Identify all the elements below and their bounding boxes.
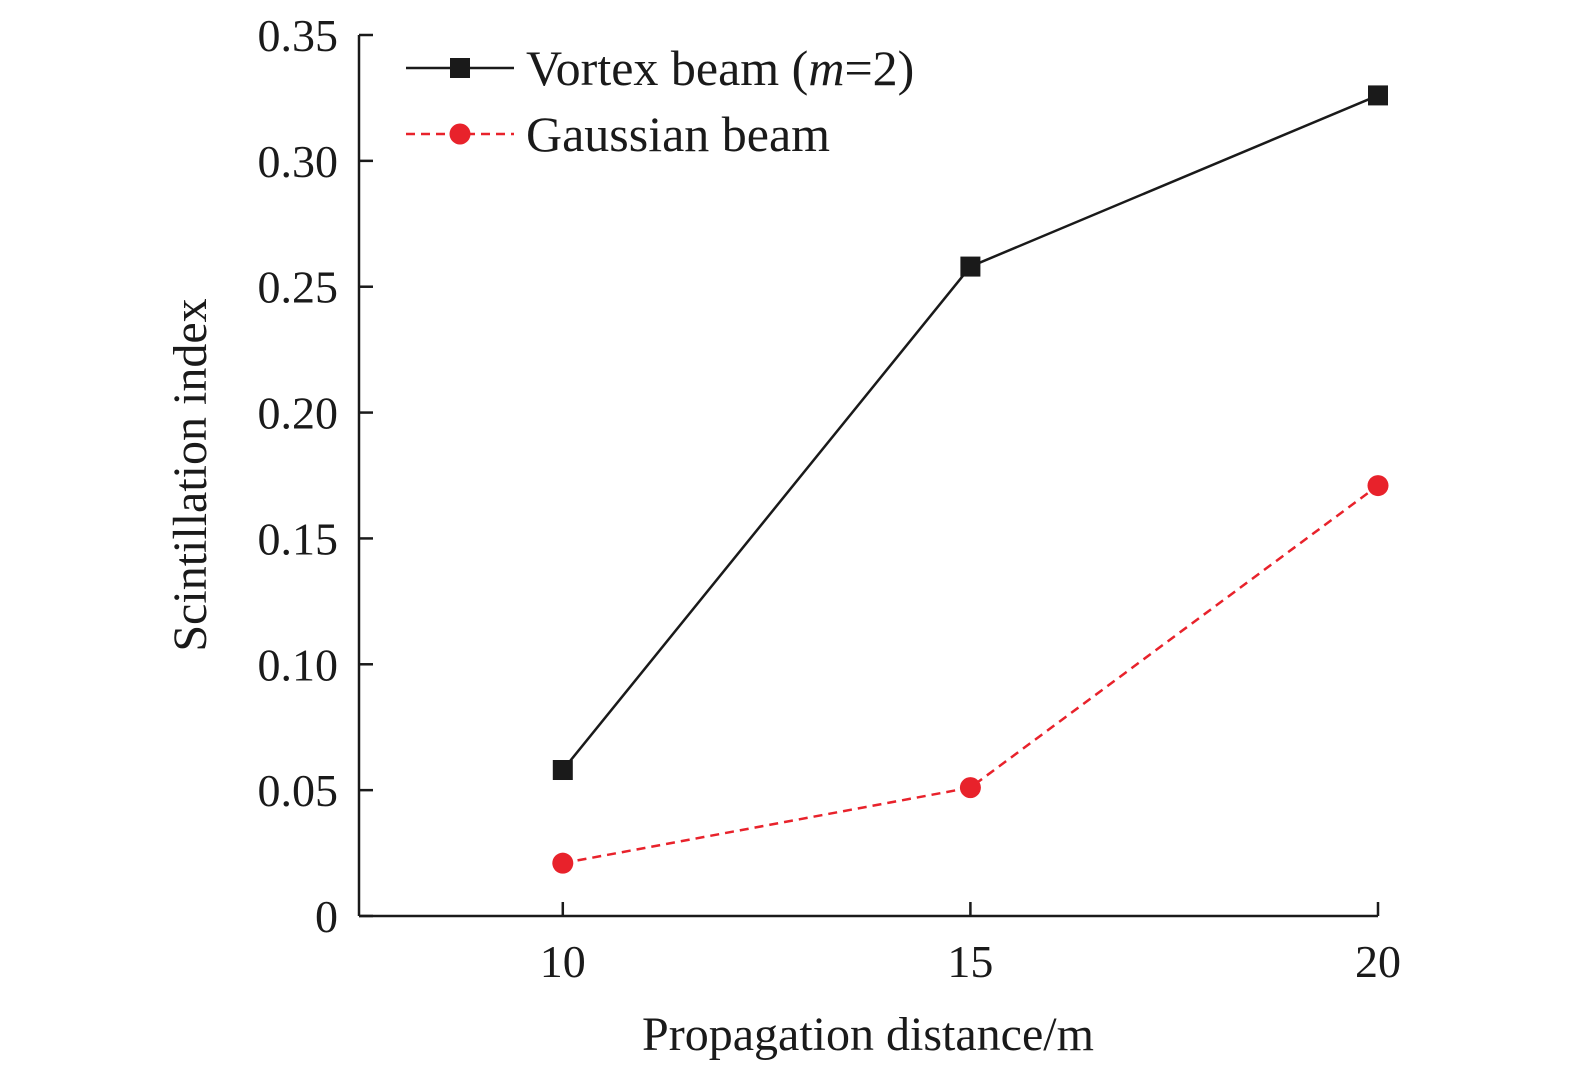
data-point-circle [959, 777, 981, 799]
data-point-circle [552, 852, 574, 874]
legend: Vortex beam (m=2)Gaussian beam [406, 40, 914, 162]
legend-label-italic: m [808, 40, 844, 96]
legend-marker-circle [449, 123, 471, 145]
y-tick-label: 0.35 [258, 10, 339, 61]
y-tick-label: 0.25 [258, 262, 339, 313]
y-tick-label: 0.05 [258, 765, 339, 816]
x-axis-label: Propagation distance/m [642, 1008, 1094, 1061]
data-point-square [960, 256, 981, 277]
legend-label-prefix: Vortex beam ( [526, 40, 808, 96]
x-tick-label: 15 [947, 936, 993, 987]
y-tick-label: 0.30 [258, 136, 339, 187]
series-group [552, 85, 1389, 874]
y-tick-label: 0 [315, 891, 338, 942]
y-tick-label: 0.15 [258, 513, 339, 564]
legend-label-0: Vortex beam (m=2) [526, 40, 914, 96]
x-tick-label: 20 [1355, 936, 1401, 987]
y-tick-label: 0.10 [258, 639, 339, 690]
legend-label-1: Gaussian beam [526, 106, 830, 162]
legend-label-suffix: =2) [844, 40, 914, 96]
y-tick-label: 0.20 [258, 388, 339, 439]
axes: 0 0.05 0.10 0.15 0.20 0.25 0.30 0.35 10 15 20 [258, 10, 1402, 987]
series-line-1 [562, 484, 1379, 865]
series-line-0 [561, 94, 1379, 771]
data-point-square [552, 760, 573, 781]
legend-marker-square [450, 58, 470, 78]
data-point-square [1368, 85, 1388, 106]
x-tick-label: 10 [540, 936, 586, 987]
y-axis-label: Scintillation index [164, 298, 217, 651]
data-point-circle [1367, 475, 1389, 497]
